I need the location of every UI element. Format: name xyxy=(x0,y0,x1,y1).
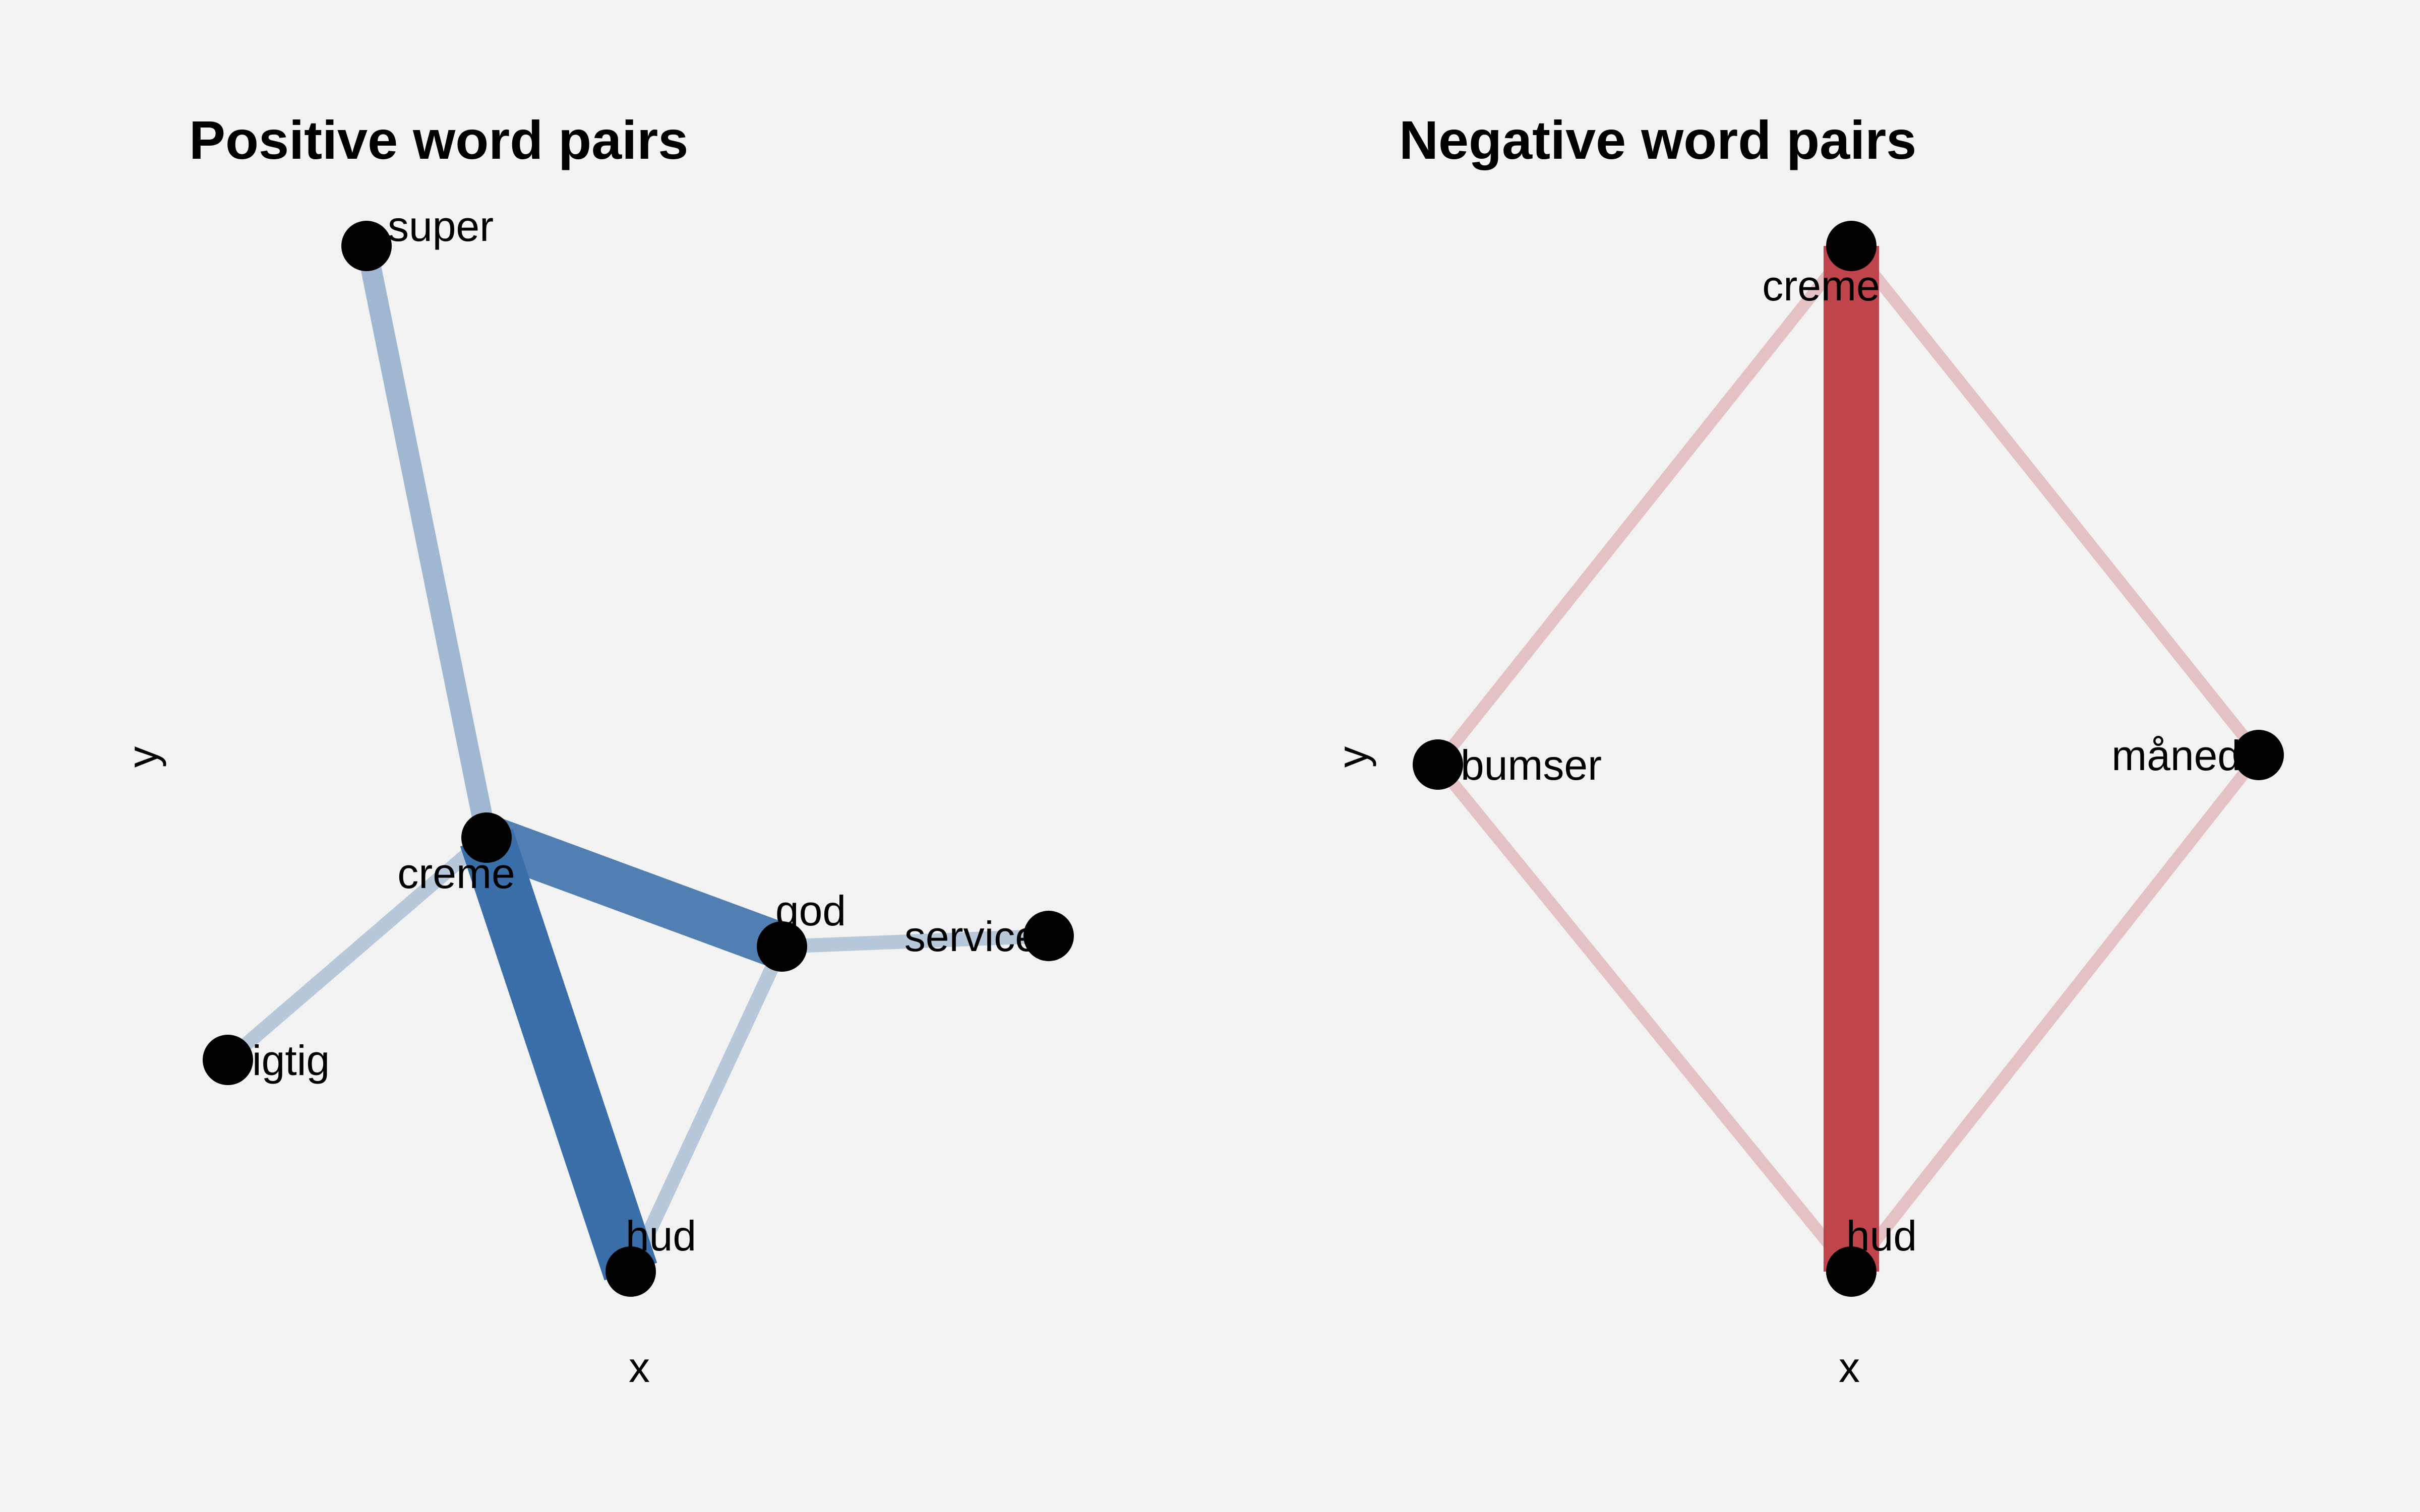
negative-network-panel: Negative word pairs x y creme bumser måned… xyxy=(1329,109,2284,1391)
positive-edge-creme-hud xyxy=(460,829,657,1281)
negative-edge-bumser-hud xyxy=(1433,761,1856,1276)
positive-node-label-super: super xyxy=(388,203,494,250)
negative-node-labels: creme bumser måned hud xyxy=(1461,262,2241,1259)
negative-node-label-hud: hud xyxy=(1846,1212,1917,1259)
positive-node-label-creme: creme xyxy=(397,850,515,897)
negative-node-label-maaned: måned xyxy=(2111,732,2241,779)
positive-node-labels: super creme god service rigtig hud xyxy=(238,203,1039,1259)
negative-node-maaned xyxy=(2233,730,2284,780)
positive-node-god xyxy=(757,921,807,972)
positive-network-panel: Positive word pairs x y super creme god ser… xyxy=(119,109,1074,1391)
negative-y-axis-label: y xyxy=(1329,746,1376,768)
positive-nodes xyxy=(203,221,1074,1297)
positive-node-super xyxy=(341,221,392,271)
negative-node-label-bumser: bumser xyxy=(1461,741,1602,789)
negative-edge-creme-bumser xyxy=(1433,242,1856,769)
positive-node-label-god: god xyxy=(775,887,846,934)
positive-edge-creme-rigtig xyxy=(223,832,492,1065)
negative-node-label-creme: creme xyxy=(1762,262,1880,309)
negative-nodes xyxy=(1413,221,2284,1297)
positive-edge-creme-god xyxy=(478,815,791,969)
positive-edge-god-service xyxy=(781,929,1049,954)
negative-node-bumser xyxy=(1413,739,1463,790)
positive-node-hud xyxy=(606,1246,656,1297)
negative-node-creme xyxy=(1826,221,1877,271)
positive-node-creme xyxy=(461,812,512,863)
negative-edge-creme-maaned xyxy=(1846,242,2264,759)
negative-node-hud xyxy=(1826,1246,1877,1297)
positive-edge-creme-super xyxy=(356,243,497,840)
positive-edges xyxy=(223,243,1049,1281)
negative-panel-title: Negative word pairs xyxy=(1399,109,1916,170)
positive-node-label-service: service xyxy=(904,913,1039,960)
positive-y-axis-label: y xyxy=(119,746,166,768)
positive-node-service xyxy=(1023,911,1074,961)
negative-x-axis-label: x xyxy=(1839,1344,1860,1391)
positive-node-label-rigtig: rigtig xyxy=(238,1037,330,1084)
positive-panel-title: Positive word pairs xyxy=(189,109,688,170)
positive-x-axis-label: x xyxy=(629,1344,650,1391)
positive-node-rigtig xyxy=(203,1035,253,1085)
positive-node-label-hud: hud xyxy=(626,1212,696,1259)
negative-edges xyxy=(1433,242,2264,1276)
negative-edge-maaned-hud xyxy=(1846,751,2264,1276)
positive-edge-god-hud xyxy=(624,943,789,1275)
